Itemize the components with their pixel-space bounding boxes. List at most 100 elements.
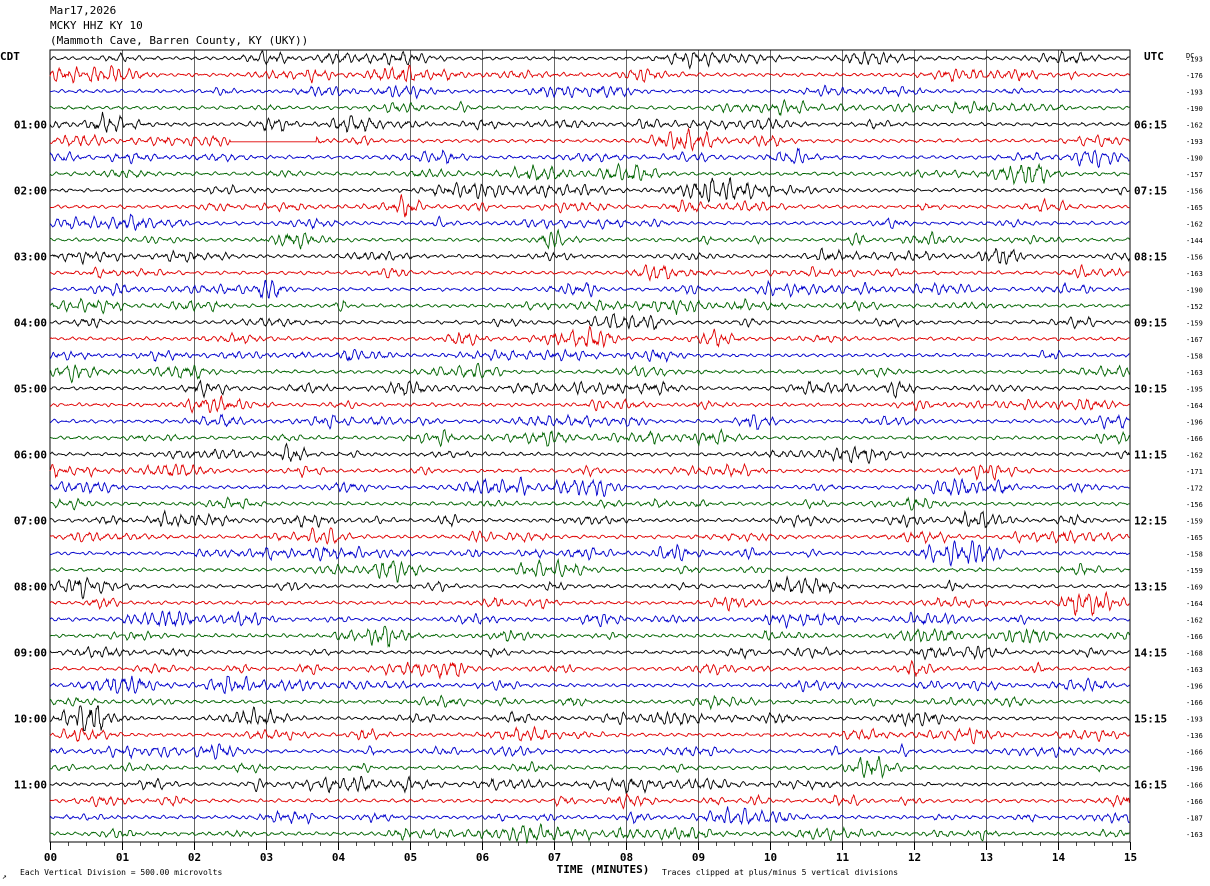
dc-offset-label: -162: [1186, 616, 1203, 624]
hour-label-utc: 16:15: [1134, 778, 1167, 791]
x-tick-label: 14: [1052, 851, 1066, 864]
dc-offset-label: -144: [1186, 237, 1203, 245]
seismic-trace: [49, 725, 1130, 745]
dc-offset-label: -166: [1186, 798, 1203, 806]
hour-label-cdt: 11:00: [14, 778, 47, 791]
seismic-trace: [49, 228, 1130, 250]
x-tick-label: 15: [1124, 851, 1137, 864]
seismic-trace: [49, 793, 1130, 810]
x-tick-label: 07: [548, 851, 561, 864]
dc-offset-label: -167: [1186, 336, 1203, 344]
hour-label-utc: 13:15: [1134, 580, 1167, 593]
x-tick-label: 03: [260, 851, 273, 864]
seismic-trace: [49, 822, 1130, 844]
x-tick-label: 06: [476, 851, 490, 864]
dc-offset-label: -158: [1186, 352, 1203, 360]
x-axis-title: TIME (MINUTES): [557, 863, 650, 876]
seismic-trace: [49, 263, 1130, 282]
dc-offset-label: -156: [1186, 501, 1203, 509]
hour-label-cdt: 04:00: [14, 316, 47, 329]
seismic-trace: [49, 98, 1130, 117]
cdt-zone-label: CDT: [0, 50, 20, 63]
seismic-trace: [49, 176, 1130, 203]
hour-label-cdt: 01:00: [14, 118, 47, 131]
hour-label-utc: 07:15: [1134, 184, 1167, 197]
dc-offset-label: -193: [1186, 138, 1203, 146]
seismic-trace: [49, 379, 1130, 399]
dc-offset-label: -159: [1186, 567, 1203, 575]
x-tick-label: 12: [908, 851, 921, 864]
hour-label-utc: 11:15: [1134, 448, 1167, 461]
hour-label-cdt: 09:00: [14, 646, 47, 659]
seismic-trace: [49, 705, 1130, 732]
dc-offset-label: -168: [1186, 649, 1203, 657]
dc-column-label: DC: [1186, 52, 1194, 60]
dc-offset-label: -166: [1186, 748, 1203, 756]
hour-label-cdt: 02:00: [14, 184, 47, 197]
hour-label-utc: 12:15: [1134, 514, 1167, 527]
dc-offset-label: -163: [1186, 666, 1203, 674]
seismic-trace: [49, 806, 1130, 826]
dc-offset-label: -163: [1186, 369, 1203, 377]
hour-label-utc: 10:15: [1134, 382, 1167, 395]
seismic-trace: [49, 312, 1130, 331]
x-tick-label: 00: [44, 851, 57, 864]
hour-label-cdt: 08:00: [14, 580, 47, 593]
dc-offset-label: -136: [1186, 732, 1203, 740]
dc-offset-label: -166: [1186, 435, 1203, 443]
seismic-trace: [49, 659, 1130, 680]
dc-offset-label: -190: [1186, 286, 1203, 294]
seismic-trace: [49, 742, 1130, 760]
seismic-trace: [49, 575, 1130, 600]
dc-offset-label: -193: [1186, 715, 1203, 723]
seismic-trace: [49, 194, 1130, 218]
seismic-trace: [49, 84, 1130, 100]
seismic-trace: [49, 50, 1130, 70]
dc-offset-label: -165: [1186, 204, 1203, 212]
seismic-trace: [49, 625, 1130, 648]
dc-offset-label: -163: [1186, 270, 1203, 278]
dc-offset-label: -159: [1186, 319, 1203, 327]
x-tick-label: 11: [836, 851, 850, 864]
chart-date: Mar17,2026: [50, 4, 117, 17]
dc-offset-label: -196: [1186, 682, 1203, 690]
seismic-trace: [49, 111, 1130, 133]
seismic-trace: [49, 362, 1130, 384]
dc-offset-label: -166: [1186, 699, 1203, 707]
hour-label-cdt: 07:00: [14, 514, 47, 527]
dc-offset-label: -196: [1186, 418, 1203, 426]
station-code: MCKY HHZ KY 10: [50, 19, 143, 32]
dc-offset-label: -172: [1186, 484, 1203, 492]
seismic-trace: [49, 127, 1130, 152]
seismic-trace: [50, 694, 1130, 711]
x-tick-label: 01: [116, 851, 130, 864]
dc-offset-label: -162: [1186, 220, 1203, 228]
x-tick-label: 04: [332, 851, 346, 864]
seismic-trace: [49, 675, 1130, 695]
dc-offset-label: -166: [1186, 633, 1203, 641]
scale-note: Each Vertical Division = 500.00 microvol…: [20, 868, 222, 877]
seismic-trace: [49, 297, 1130, 315]
seismic-trace: [49, 442, 1130, 465]
dc-offset-label: -169: [1186, 583, 1203, 591]
dc-offset-label: -158: [1186, 550, 1203, 558]
seismic-trace: [49, 610, 1130, 630]
seismic-trace: [49, 558, 1130, 583]
dc-offset-label: -159: [1186, 517, 1203, 525]
seismic-trace: [49, 539, 1130, 567]
seismic-trace: [49, 775, 1130, 795]
dc-offset-label: -157: [1186, 171, 1203, 179]
hour-label-utc: 14:15: [1134, 646, 1167, 659]
seismic-trace: [49, 348, 1130, 364]
x-tick-label: 13: [980, 851, 993, 864]
seismic-trace: [49, 247, 1130, 266]
hour-label-cdt: 10:00: [14, 712, 47, 725]
seismic-trace: [49, 325, 1130, 349]
dc-offset-label: -193: [1186, 55, 1203, 63]
utc-zone-label: UTC: [1144, 50, 1164, 63]
dc-offset-label: -152: [1186, 303, 1203, 311]
dc-offset-label: -162: [1186, 121, 1203, 129]
hour-label-cdt: 05:00: [14, 382, 47, 395]
hour-label-cdt: 03:00: [14, 250, 47, 263]
